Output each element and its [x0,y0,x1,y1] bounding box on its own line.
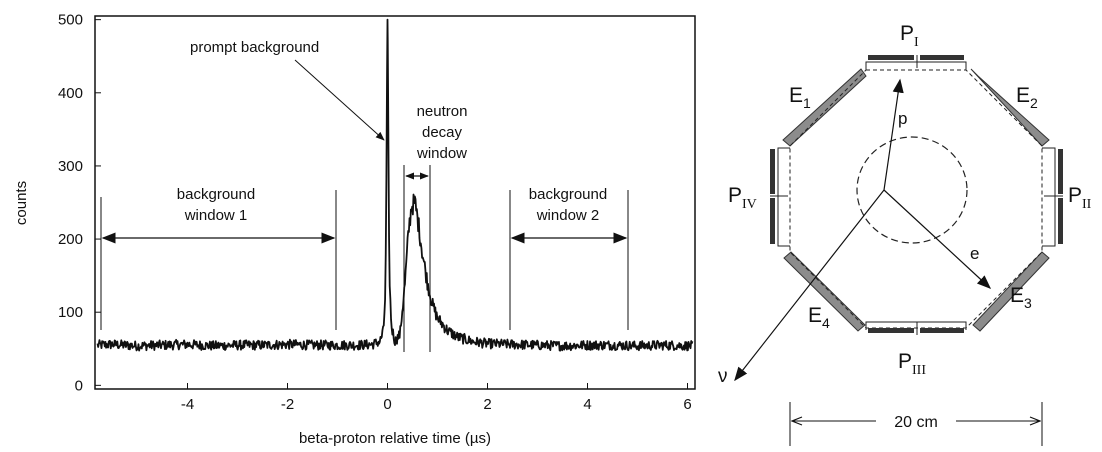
x-axis-label: beta-proton relative time (µs) [299,430,491,447]
label-p4: PIV [728,184,757,212]
prompt-background-label: prompt background [190,39,319,56]
neutron-window-label-3: window [416,145,467,162]
x-axis: -4 -2 0 2 4 6 [181,383,692,413]
electron-track-arrow [883,189,992,289]
detector-diagram: E1 E2 E3 E4 PI PII PIII PIV p e ν 20 cm [718,22,1092,446]
label-e1: E1 [789,84,811,111]
y-axis: 0 100 200 300 400 500 [58,12,101,394]
y-tick-label: 400 [58,85,83,102]
label-p2: PII [1068,184,1092,212]
y-tick-label: 500 [58,12,83,29]
x-tick-label: -4 [181,396,194,413]
background-window-2-label-1: background [529,186,607,203]
y-axis-label: counts [13,181,30,225]
background-window-2-label-2: window 2 [536,207,600,224]
y-tick-label: 100 [58,304,83,321]
spectrum-chart: -4 -2 0 2 4 6 0 100 200 300 400 500 prompt backgro… [13,12,696,447]
plot-frame [94,15,696,390]
x-tick-label: 6 [683,396,691,413]
y-tick-label: 0 [75,377,83,394]
plate-p1 [865,55,967,70]
decay-volume [856,136,968,244]
label-e2: E2 [1016,84,1038,111]
x-tick-label: -2 [281,396,294,413]
label-p3: PIII [898,350,926,378]
plate-p2 [1042,147,1063,247]
neutrino-track-arrow [734,189,885,382]
label-e3: E3 [1010,284,1032,311]
background-window-1-label-2: window 1 [184,207,248,224]
counts-series-line [96,18,694,352]
neutron-window-label-1: neutron [417,103,468,120]
label-p1: PI [900,22,919,50]
x-tick-label: 4 [583,396,591,413]
scale-bar-label: 20 cm [894,414,938,431]
plate-e1 [782,68,867,147]
label-e4: E4 [808,304,830,331]
chart-annotations: prompt background neutron decay window b… [100,39,629,352]
plate-p4 [770,147,790,247]
label-proton: p [898,109,907,128]
label-neutrino: ν [718,366,728,387]
plate-e4 [783,251,866,332]
label-electron: e [970,244,979,263]
plate-p3 [865,321,967,335]
proton-detector-plates [770,55,1063,335]
proton-track-arrow [883,78,904,191]
y-tick-label: 300 [58,158,83,175]
x-tick-label: 0 [383,396,391,413]
x-tick-label: 2 [483,396,491,413]
detector-octagon-outline [789,69,1043,329]
neutron-window-label-2: decay [422,124,463,141]
background-window-1-label-1: background [177,186,255,203]
plate-e3 [972,251,1050,332]
plate-e2 [970,68,1050,147]
electron-detector-plates [782,68,1050,332]
prompt-background-arrow [294,59,385,141]
y-tick-label: 200 [58,231,83,248]
